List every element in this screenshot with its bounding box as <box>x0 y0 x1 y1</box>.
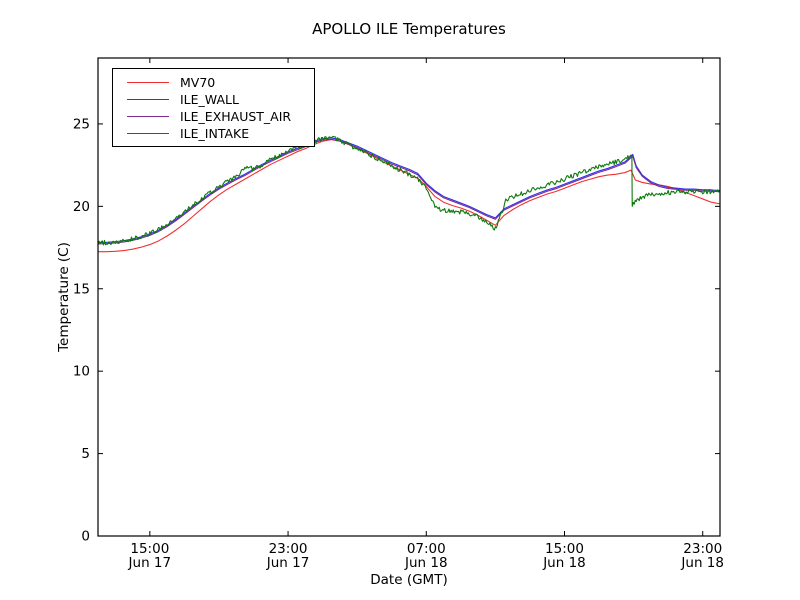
legend-item: ILE_EXHAUST_AIR <box>113 108 314 125</box>
x-tick-label-date: Jun 17 <box>128 555 172 571</box>
y-tick-label: 5 <box>81 446 90 462</box>
x-tick-label-time: 15:00 <box>545 541 584 557</box>
x-tick-label-date: Jun 17 <box>266 555 310 571</box>
legend-label: MV70 <box>180 75 216 90</box>
chart-title: APOLLO ILE Temperatures <box>312 20 506 38</box>
y-tick-label: 25 <box>73 116 90 132</box>
x-tick-label-time: 07:00 <box>407 541 446 557</box>
x-tick-label-time: 23:00 <box>683 541 722 557</box>
legend-label: ILE_EXHAUST_AIR <box>180 109 292 124</box>
x-tick-label-time: 15:00 <box>130 541 169 557</box>
series-ile_wall <box>97 137 721 244</box>
series-mv70 <box>98 139 721 253</box>
y-tick-label: 0 <box>81 529 90 545</box>
y-tick-label: 15 <box>73 281 90 297</box>
x-axis-label: Date (GMT) <box>370 572 448 588</box>
legend-line-sample <box>127 133 169 134</box>
y-tick-label: 10 <box>73 364 90 380</box>
legend-line-sample <box>127 82 169 83</box>
legend-item: MV70 <box>113 74 314 91</box>
y-tick-label: 20 <box>73 199 90 215</box>
legend-line-sample <box>127 99 169 100</box>
x-tick-label-date: Jun 18 <box>404 555 448 571</box>
x-tick-label-time: 23:00 <box>269 541 308 557</box>
legend-line-sample <box>127 116 169 117</box>
legend-item: ILE_WALL <box>113 91 314 108</box>
plot-border <box>97 57 721 537</box>
x-tick-label-date: Jun 18 <box>680 555 724 571</box>
legend-label: ILE_INTAKE <box>180 126 250 141</box>
legend-item: ILE_INTAKE <box>113 125 314 142</box>
legend-label: ILE_WALL <box>180 92 239 107</box>
x-tick-label-date: Jun 18 <box>542 555 586 571</box>
legend: MV70 ILE_WALL ILE_EXHAUST_AIR ILE_INTAKE <box>112 68 315 147</box>
series-ile_intake <box>97 135 721 246</box>
series-ile_exhaust_air <box>97 138 721 245</box>
